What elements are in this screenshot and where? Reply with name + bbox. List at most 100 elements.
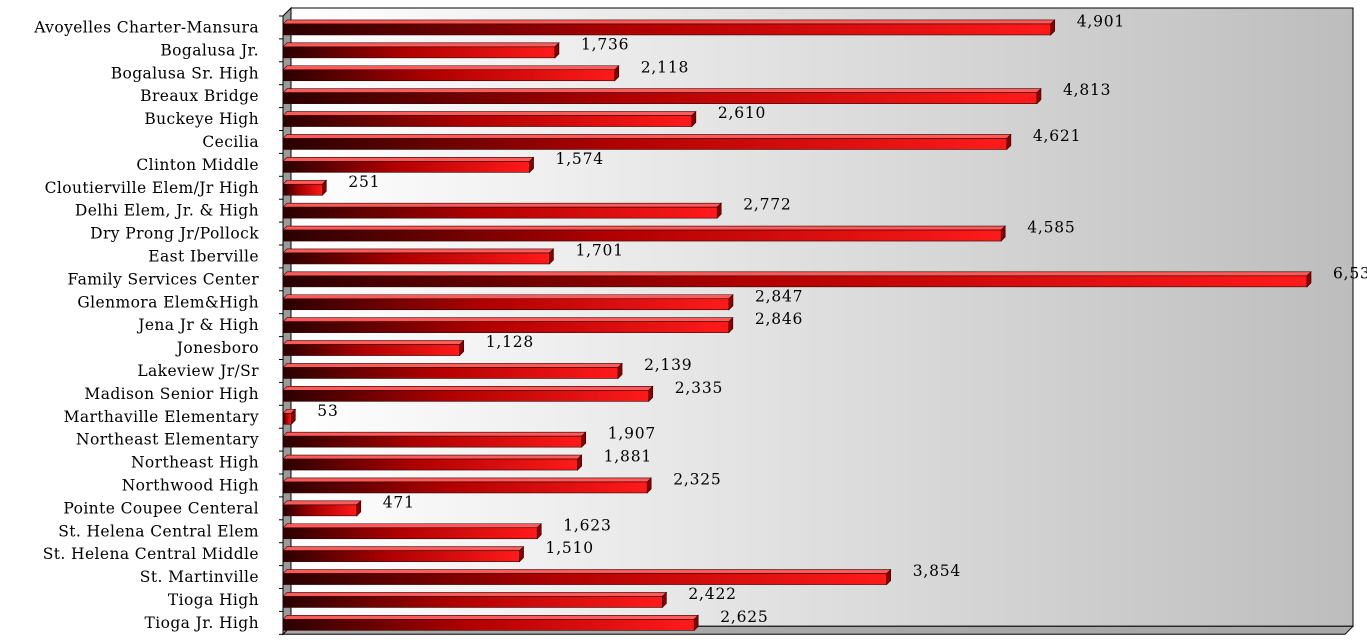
bar-end: [1000, 225, 1006, 242]
plot-frame: [279, 6, 1355, 636]
bar: [282, 271, 1312, 288]
bar: [282, 225, 1006, 242]
bar-front: [282, 550, 520, 562]
bar-end: [662, 591, 667, 609]
data-label: 2,610: [718, 104, 766, 122]
data-label: 4,585: [1027, 219, 1075, 237]
bar-top: [282, 546, 525, 551]
bar: [282, 65, 620, 82]
data-label: 3,854: [913, 562, 961, 580]
category-label: East Iberville: [148, 247, 259, 265]
bar: [282, 156, 535, 174]
category-label: Cloutierville Elem/Jr High: [45, 179, 259, 197]
bar: [282, 545, 525, 563]
bar-end: [322, 179, 327, 196]
bar-front: [282, 321, 730, 333]
bar-end: [716, 202, 722, 219]
category-label: St. Helena Central Middle: [43, 545, 259, 563]
bar: [282, 523, 542, 540]
data-label: 53: [317, 402, 338, 420]
bar-front: [282, 183, 323, 196]
data-label: 2,846: [755, 310, 803, 328]
bar-end: [459, 339, 464, 357]
bar-end: [1050, 19, 1056, 36]
category-label: Madison Senior High: [84, 385, 259, 403]
bar-front: [282, 412, 292, 425]
data-label: 6,537: [1333, 264, 1367, 282]
bar-front: [282, 390, 650, 402]
bar-end: [693, 614, 699, 632]
bar-top: [282, 363, 623, 368]
bar-top: [282, 248, 555, 254]
bar-end: [886, 568, 892, 586]
bar-front: [282, 161, 530, 173]
bar-top: [282, 19, 1056, 25]
category-label: Northeast High: [131, 454, 259, 472]
bar: [282, 133, 1012, 151]
bar-top: [282, 569, 892, 574]
bar-top: [282, 615, 699, 620]
bar-front: [282, 138, 1008, 150]
data-label: 4,901: [1077, 12, 1125, 30]
bar: [282, 179, 328, 196]
category-label: Marthaville Elementary: [64, 408, 259, 426]
bar-front: [282, 229, 1002, 242]
category-label: St. Helena Central Elem: [58, 522, 259, 540]
bar-end: [529, 156, 534, 174]
category-label: Family Services Center: [67, 270, 259, 288]
bar: [282, 568, 892, 586]
category-label: Dry Prong Jr/Pollock: [90, 225, 259, 243]
bar-top: [282, 88, 1042, 93]
data-label: 1,574: [556, 150, 604, 168]
data-label: 2,335: [675, 379, 723, 397]
bar-front: [282, 481, 648, 494]
category-label: Clinton Middle: [136, 156, 259, 174]
bar-top: [282, 454, 583, 460]
bar: [282, 248, 555, 265]
category-label: Delhi Elem, Jr. & High: [75, 202, 259, 220]
data-label: 1,736: [581, 35, 629, 53]
bar-top: [282, 179, 328, 185]
bar: [282, 385, 654, 403]
bar-top: [282, 317, 734, 322]
data-label: 2,772: [743, 196, 791, 214]
bar-top: [282, 225, 1006, 231]
bar-front: [282, 275, 1308, 288]
bar-end: [581, 431, 587, 448]
bars-group: [282, 19, 1312, 632]
data-label: 2,625: [720, 608, 768, 626]
bar-top: [282, 111, 697, 116]
data-label: 1,623: [563, 516, 611, 534]
bar-front: [282, 504, 358, 517]
data-label: 1,701: [575, 241, 623, 259]
bar-front: [282, 573, 888, 585]
bar: [282, 477, 652, 494]
category-label: Jonesboro: [175, 339, 259, 357]
data-label: 2,325: [673, 470, 721, 488]
data-label: 471: [383, 493, 415, 511]
bar: [282, 591, 668, 609]
value-labels: 4,901 1,736 2,118 4,813 2,610 4,621 1,574 251 2,…: [317, 12, 1367, 625]
bar: [282, 316, 734, 334]
bar-front: [282, 344, 460, 356]
category-label: Jena Jr & High: [136, 316, 259, 334]
bar-end: [1036, 87, 1042, 105]
bar-end: [536, 523, 542, 540]
bar-top: [282, 157, 535, 162]
bar-front: [282, 298, 730, 311]
category-label: Cecilia: [202, 133, 259, 151]
bar: [282, 500, 362, 517]
category-label: Bogalusa Sr. High: [111, 64, 259, 82]
bar-top: [282, 592, 668, 597]
bar-top: [282, 431, 587, 437]
bar-top: [282, 523, 542, 529]
category-label: Avoyelles Charter-Mansura: [33, 18, 259, 36]
data-label: 2,118: [641, 58, 689, 76]
bar-end: [728, 294, 734, 311]
bar-top: [282, 65, 620, 71]
bar-end: [356, 500, 362, 517]
bar-top: [282, 500, 362, 506]
bar-end: [1306, 271, 1312, 288]
bar-front: [282, 596, 663, 608]
